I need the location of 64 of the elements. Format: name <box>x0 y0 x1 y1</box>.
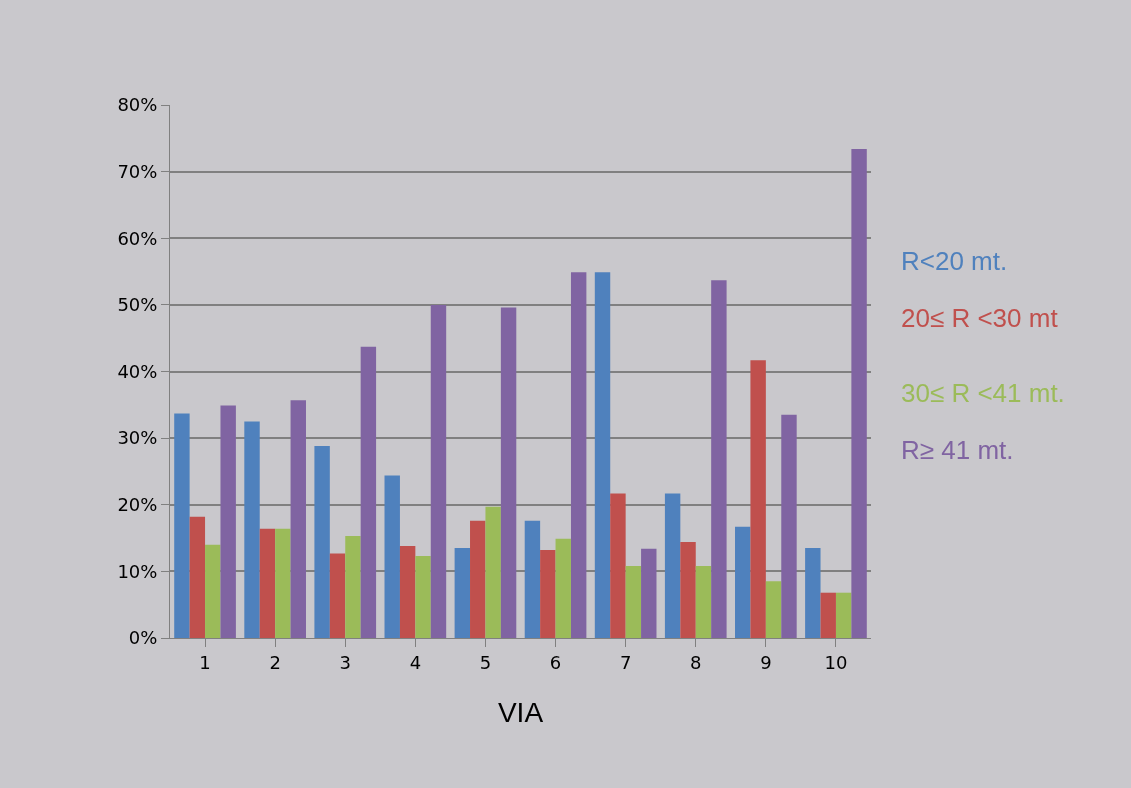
bar <box>220 405 236 638</box>
bar <box>735 526 751 638</box>
x-tick-label: 1 <box>199 651 211 673</box>
y-tick-label: 40% <box>117 360 158 382</box>
bar <box>555 538 571 638</box>
bar <box>851 148 867 638</box>
bar <box>805 548 821 638</box>
bar <box>399 546 416 638</box>
text: 20≤ R <30 mt <box>901 303 1059 333</box>
text: R<20 mt. <box>901 246 1008 276</box>
bar <box>641 548 657 638</box>
y-tick-label: 80% <box>117 94 158 116</box>
y-tick-label: 50% <box>117 294 158 316</box>
x-tick-label: 7 <box>619 651 632 673</box>
bar <box>680 542 696 638</box>
bar <box>384 475 400 638</box>
bar <box>695 566 712 638</box>
bar <box>524 520 541 638</box>
bar <box>570 272 587 638</box>
bar <box>485 506 501 638</box>
bar <box>244 421 260 638</box>
bar <box>345 536 361 638</box>
bar <box>664 493 681 638</box>
bar <box>454 548 471 638</box>
bar <box>820 592 836 638</box>
text: 30≤ R <41 mt. <box>901 378 1065 408</box>
x-tick-label: 5 <box>479 651 492 673</box>
x-tick-label: 8 <box>690 651 702 673</box>
y-tick-label: 0% <box>128 627 158 649</box>
y-tick-label: 30% <box>117 427 158 449</box>
x-tick-label: 4 <box>409 651 422 673</box>
bar <box>430 304 447 638</box>
bar <box>174 413 190 638</box>
bar <box>290 400 306 638</box>
bar <box>314 446 330 638</box>
x-axis-title: VIA <box>497 696 544 728</box>
y-tick-label: 10% <box>117 560 158 582</box>
bar <box>205 544 221 638</box>
x-tick-label: 9 <box>760 651 772 673</box>
bar <box>259 528 276 638</box>
x-tick-label: 3 <box>339 651 351 673</box>
bar <box>594 272 611 638</box>
bar <box>189 516 206 638</box>
bar <box>765 581 782 638</box>
x-tick-label: 2 <box>269 651 281 673</box>
x-tick-label: 10 <box>824 651 848 673</box>
bar <box>360 346 377 638</box>
bar <box>540 550 556 638</box>
bar <box>500 307 517 638</box>
bar <box>470 520 486 638</box>
bar <box>329 553 346 638</box>
bar <box>711 280 727 638</box>
y-tick-label: 70% <box>117 160 158 182</box>
bar <box>610 493 626 638</box>
bar <box>415 556 431 638</box>
y-tick-label: 60% <box>117 227 158 249</box>
bar <box>625 566 642 638</box>
bar <box>835 592 852 638</box>
series-label: R≥ 41 mt. <box>901 435 1014 465</box>
bar <box>781 414 797 638</box>
bar <box>275 528 291 638</box>
x-tick-label: 6 <box>549 651 562 673</box>
bar <box>750 360 766 638</box>
y-tick-label: 20% <box>117 494 158 516</box>
